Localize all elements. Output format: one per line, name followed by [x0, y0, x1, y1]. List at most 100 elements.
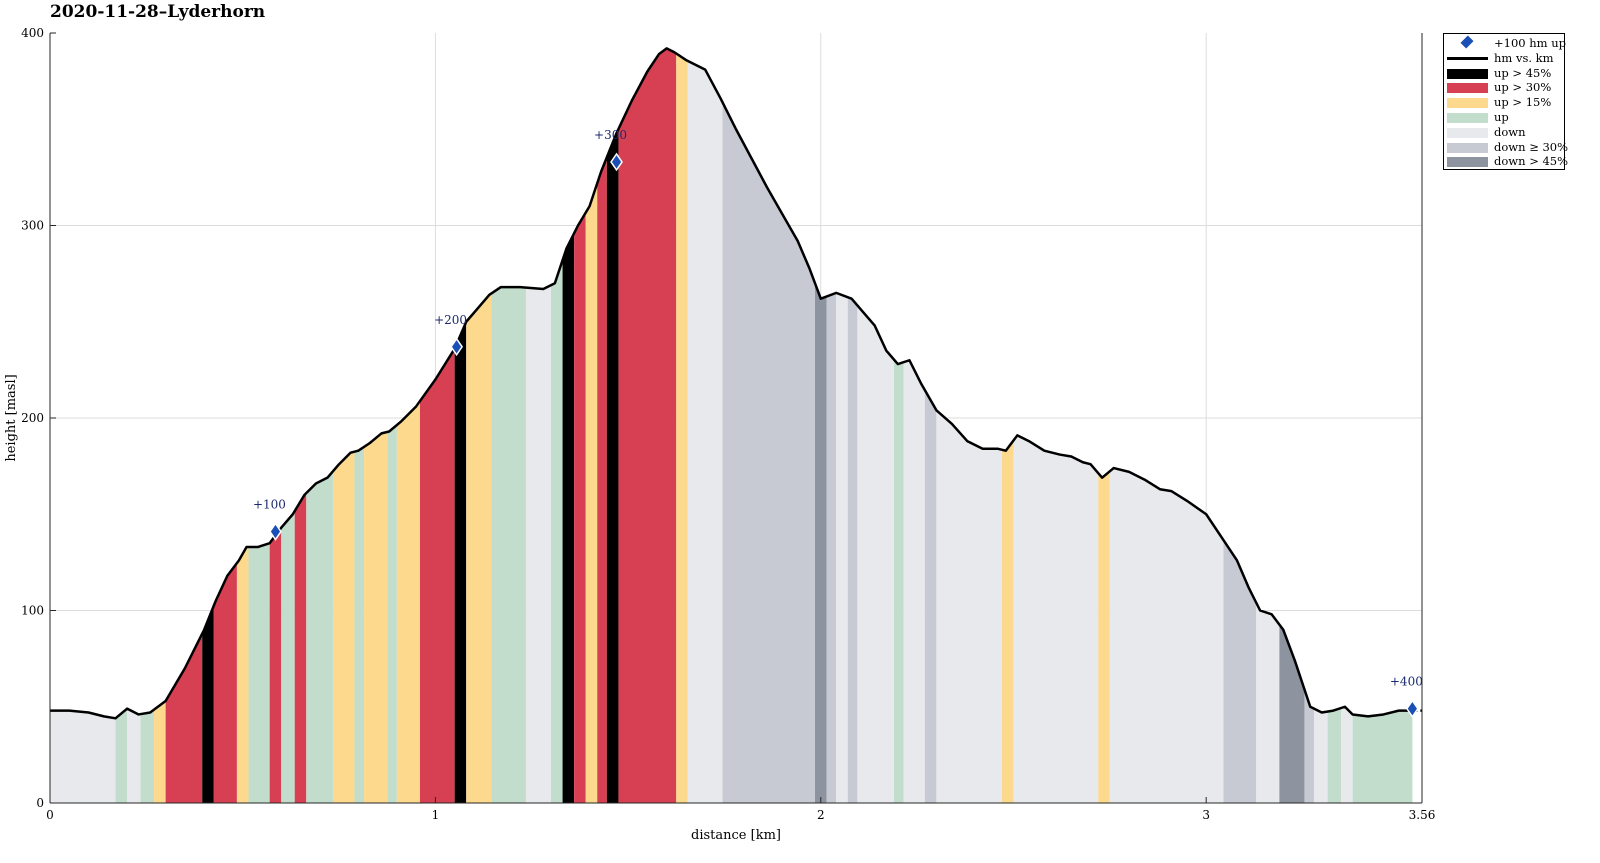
gradient-segment [1304, 689, 1315, 803]
gradient-segment [574, 212, 586, 804]
x-tick-label: 0 [46, 808, 54, 822]
y-tick-label: 300 [21, 219, 44, 233]
gradient-segment [115, 708, 128, 803]
legend-item: down ≥ 30% [1444, 140, 1568, 155]
gradient-segment [597, 157, 607, 803]
profile-line [50, 47, 1413, 720]
gradient-segment [202, 605, 214, 803]
legend-label: +100 hm up [1494, 36, 1566, 50]
hm-marker-label: +200 [434, 313, 467, 327]
gradient-segment [491, 287, 526, 804]
legend-swatch [1447, 83, 1488, 94]
legend-swatch [1447, 35, 1488, 49]
legend-swatch [1447, 56, 1488, 60]
gradient-segment [387, 425, 397, 803]
gradient-segment [857, 305, 895, 803]
y-tick-label: 200 [21, 411, 44, 425]
gradient-segment [1279, 624, 1305, 803]
legend: +100 hm up hm vs. km up > 45% up > 30% up > … [1443, 33, 1569, 170]
hm-marker [610, 152, 623, 172]
gradient-segment [924, 390, 937, 803]
gradient-segment [1314, 708, 1328, 803]
gradient-segment [722, 102, 816, 804]
legend-item: up > 15% [1444, 95, 1564, 110]
gradient-segment [466, 293, 492, 803]
gradient-segment [354, 446, 365, 803]
gradient-segment [562, 233, 575, 803]
legend-diamond-icon [1460, 35, 1474, 49]
gradient-segment [396, 401, 420, 803]
legend-swatch [1447, 113, 1488, 123]
gradient-segment [585, 183, 598, 803]
gradient-segment [281, 511, 295, 803]
legend-label: up > 15% [1494, 95, 1552, 110]
legend-item: hm vs. km [1444, 51, 1564, 66]
legend-label: up > 30% [1494, 80, 1552, 95]
hm-marker [450, 337, 464, 357]
gradient-segment [525, 285, 552, 803]
gradient-segment [1013, 435, 1099, 803]
gradient-segment [294, 493, 307, 803]
gradient-segment [165, 633, 203, 803]
hm-marker [1405, 699, 1419, 718]
legend-label: up > 45% [1494, 65, 1552, 80]
gradient-segment [1223, 540, 1257, 803]
gradient-segment [903, 360, 925, 803]
gradient-segment [333, 451, 355, 803]
legend-label: up [1494, 110, 1509, 124]
x-tick-label: 1 [432, 808, 440, 822]
gradient-segment [50, 710, 116, 803]
gradient-segment [606, 129, 619, 803]
axes: 0 1 2 3 3.56 0 100 200 300 400 [21, 26, 1435, 822]
gradient-segment [454, 321, 467, 803]
chart-title: 2020-11-28–Lyderhorn [50, 2, 266, 22]
gradient-segment [936, 410, 1002, 803]
x-tick-label: 3.56 [1409, 808, 1436, 822]
gradient-segment [127, 708, 141, 803]
gradient-segment [236, 546, 249, 803]
gradient-segment [419, 348, 455, 803]
y-tick-label: 400 [21, 26, 44, 40]
gradient-segment [687, 60, 723, 804]
legend-swatch [1447, 157, 1488, 168]
gradient-segment [1109, 468, 1224, 803]
gradient-segment [551, 260, 563, 803]
gradient-segment [213, 563, 237, 803]
legend-label: down [1494, 124, 1526, 139]
x-tick-label: 3 [1202, 808, 1210, 822]
gradient-segment [364, 431, 388, 803]
gradient-segment [618, 48, 677, 803]
legend-item: up [1444, 110, 1564, 125]
legend-label: down > 45% [1494, 154, 1569, 169]
legend-label: down ≥ 30% [1494, 139, 1569, 154]
gradient-segment [676, 53, 688, 803]
gradient-segment [847, 297, 858, 803]
x-tick-label: 2 [817, 808, 825, 822]
gradient-segment [894, 359, 904, 803]
legend-item: down [1444, 125, 1564, 140]
y-axis-label: height [masl] [4, 374, 19, 461]
legend-swatch [1447, 98, 1488, 109]
hm-marker-label: +100 [253, 498, 286, 512]
gradient-segment [269, 527, 282, 803]
gradient-segment [306, 470, 334, 803]
legend-item: up > 45% [1444, 66, 1564, 81]
hm-marker-label: +400 [1390, 675, 1423, 689]
hm-marker [269, 522, 282, 541]
legend-swatch [1447, 68, 1488, 79]
x-axis-label: distance [km] [691, 828, 781, 843]
legend-item: up > 30% [1444, 80, 1564, 95]
gradient-segment [1001, 440, 1014, 803]
gradient-segments [50, 48, 1413, 804]
gradient-segment [154, 700, 166, 803]
legend-label: hm vs. km [1494, 50, 1554, 65]
gradient-segment [1352, 710, 1413, 803]
legend-swatch [1447, 142, 1488, 153]
gradient-segment [1098, 471, 1110, 803]
gradient-segment [1341, 706, 1353, 803]
gradient-segment [826, 292, 837, 803]
y-tick-label: 0 [36, 796, 44, 810]
gradient-segment [1327, 708, 1342, 803]
y-tick-label: 100 [21, 604, 44, 618]
